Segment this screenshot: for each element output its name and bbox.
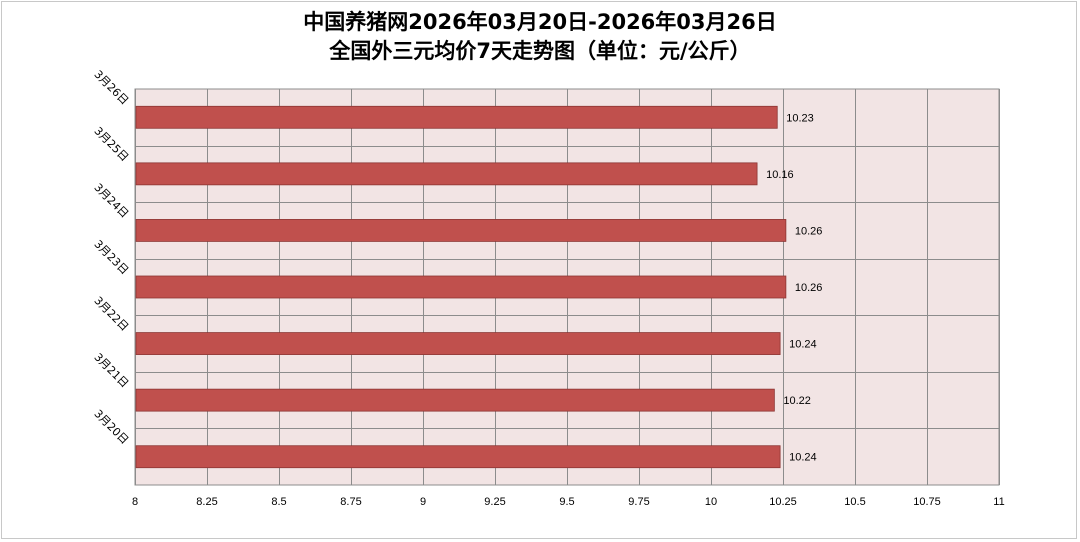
x-tick-label: 11 (993, 496, 1004, 508)
y-category-label: 3月20日 (91, 407, 131, 447)
bar (135, 219, 787, 242)
y-category-label: 3月25日 (91, 124, 131, 164)
x-tick-label: 8.25 (196, 496, 217, 508)
x-tick-label: 8.5 (271, 496, 286, 508)
bar (135, 162, 758, 186)
bar (135, 275, 787, 299)
x-tick-label: 9 (420, 496, 426, 508)
bar (135, 445, 781, 469)
data-label: 10.26 (795, 225, 823, 237)
bar (135, 332, 781, 355)
x-tick-label: 10.75 (913, 496, 941, 508)
data-label: 10.26 (795, 282, 823, 294)
x-tick-label: 10.25 (769, 496, 797, 508)
chart-title: 中国养猪网2026年03月20日-2026年03月26日 (303, 10, 777, 34)
x-tick-label: 9.5 (559, 496, 574, 508)
bar (135, 388, 775, 412)
x-tick-label: 9.75 (628, 496, 649, 508)
x-tick-label: 10.5 (844, 496, 865, 508)
data-label: 10.24 (789, 452, 817, 464)
y-category-label: 3月21日 (91, 351, 131, 391)
chart-subtitle: 全国外三元均价7天走势图（单位：元/公斤） (329, 39, 751, 63)
y-category-label: 3月23日 (91, 238, 131, 278)
x-tick-label: 9.25 (484, 496, 505, 508)
x-tick-label: 10 (705, 496, 717, 508)
data-label: 10.24 (789, 339, 817, 351)
x-tick-label: 8.75 (340, 496, 361, 508)
bar (135, 105, 778, 129)
y-category-label: 3月24日 (91, 181, 131, 221)
x-tick-label: 8 (132, 496, 138, 508)
data-label: 10.16 (766, 169, 794, 181)
y-category-label: 3月22日 (91, 294, 131, 334)
data-label: 10.23 (786, 112, 814, 124)
data-label: 10.22 (783, 395, 811, 407)
y-category-label: 3月26日 (91, 68, 131, 108)
